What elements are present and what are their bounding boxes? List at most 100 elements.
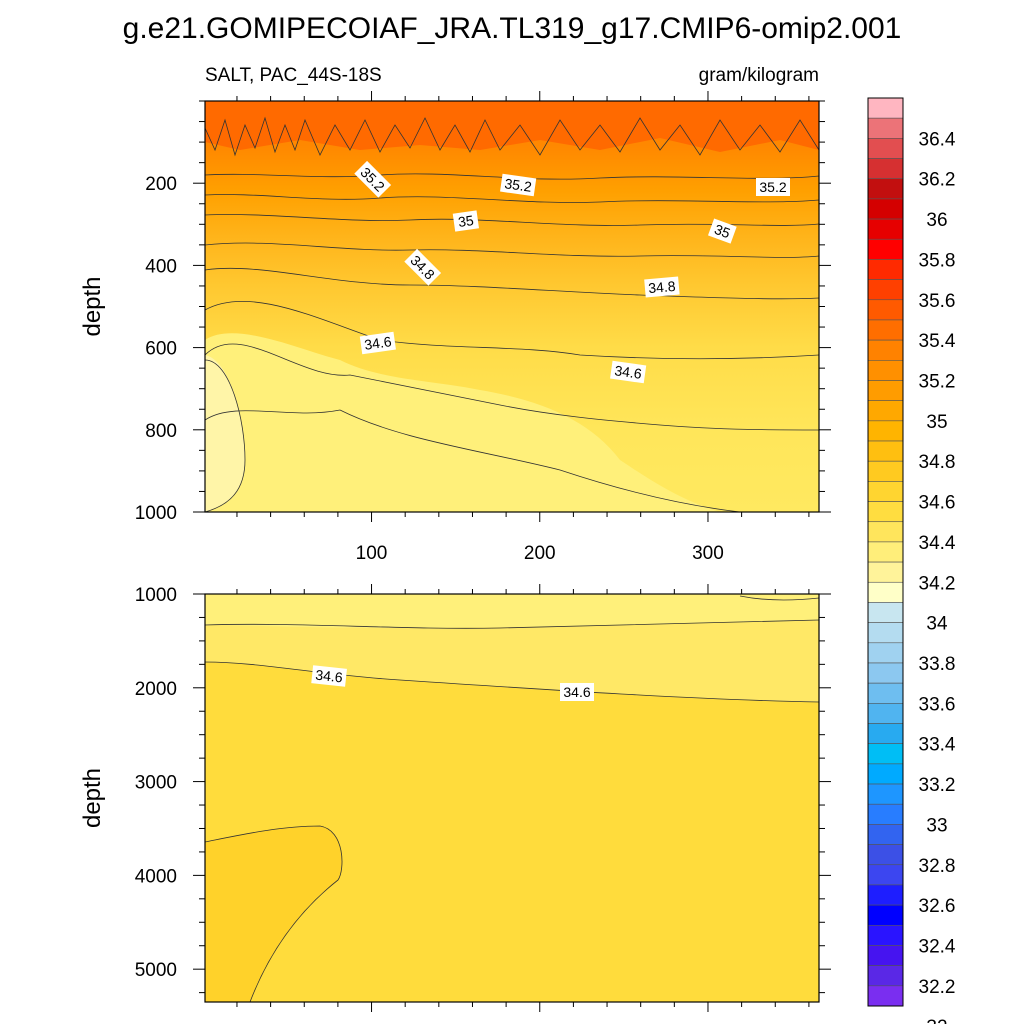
colorbar-box <box>867 380 904 401</box>
colorbar-label: 33.8 <box>919 654 956 675</box>
colorbar-label: 32.6 <box>919 896 956 917</box>
colorbar-frame <box>867 97 904 1007</box>
colorbar-box <box>867 138 904 159</box>
colorbar-box <box>867 803 904 825</box>
colorbar-box <box>867 783 904 805</box>
upper-axes: 100 200 300 200 400 600 800 1000 depth <box>79 91 831 564</box>
y-tick-label: 3000 <box>135 773 177 794</box>
colorbar-box <box>867 501 904 523</box>
colorbar-box <box>867 259 904 280</box>
colorbar-label: 32.8 <box>919 856 956 877</box>
colorbar-label: 33 <box>926 815 947 836</box>
colorbar-box <box>867 178 904 200</box>
colorbar-box <box>867 743 904 765</box>
colorbar-box <box>867 824 904 845</box>
lower-contours <box>205 595 819 1002</box>
y-axis-label: depth <box>79 276 106 336</box>
contour-label: 35.2 <box>504 175 533 195</box>
colorbar-box <box>867 884 904 906</box>
colorbar-box <box>867 279 904 301</box>
variable-region-label: SALT, PAC_44S-18S <box>205 65 382 86</box>
figure-title: g.e21.GOMIPECOIAF_JRA.TL319_g17.CMIP6-om… <box>123 12 902 45</box>
units-label: gram/kilogram <box>699 65 819 86</box>
colorbar-box <box>867 238 904 260</box>
y-tick-label: 1000 <box>135 585 177 606</box>
y-tick-label: 5000 <box>135 960 177 981</box>
colorbar-label: 34.6 <box>919 493 956 514</box>
colorbar-box <box>867 218 904 240</box>
colorbar-label: 33.4 <box>919 735 956 756</box>
contour-label: 34.6 <box>315 667 344 686</box>
colorbar-box <box>867 420 904 442</box>
contour-label: 35.2 <box>759 179 786 195</box>
upper-panel: 35.2 35.2 35.2 35 35 34.8 34.8 34.6 34.6… <box>79 91 831 564</box>
colorbar-label: 35.6 <box>919 291 956 312</box>
upper-fresh-tongue <box>205 333 720 512</box>
contour-label: 34.6 <box>363 333 392 353</box>
lower-top-band <box>205 594 819 628</box>
upper-surface-band <box>205 101 819 152</box>
x-tick-label: 100 <box>356 543 388 564</box>
x-tick-label: 200 <box>524 543 556 564</box>
colorbar-box <box>867 642 904 664</box>
colorbar-box <box>867 521 904 543</box>
lower-contour-labels: 34.6 34.6 <box>311 665 594 701</box>
colorbar-label: 35.4 <box>919 331 956 352</box>
colorbar-box <box>867 723 904 744</box>
upper-contours <box>205 116 819 512</box>
colorbar-box <box>867 319 904 341</box>
colorbar-box <box>867 965 904 987</box>
colorbar-box <box>867 561 904 583</box>
y-tick-label: 800 <box>145 421 177 442</box>
colorbar-box <box>867 924 904 946</box>
colorbar-label: 34 <box>926 614 948 635</box>
colorbar-label: 35 <box>926 412 947 433</box>
colorbar-box <box>867 400 904 422</box>
contour-label: 34.6 <box>614 362 643 382</box>
y-tick-label: 1000 <box>135 503 177 524</box>
colorbar-box <box>867 299 904 321</box>
colorbar-box <box>867 581 904 603</box>
upper-fresh-core <box>205 355 245 512</box>
colorbar-label: 34.8 <box>919 452 956 473</box>
colorbar-box <box>867 360 904 381</box>
y-tick-label: 4000 <box>135 866 177 887</box>
colorbar-box <box>867 198 904 220</box>
colorbar-label: 36 <box>926 210 947 231</box>
colorbar-label: 35.2 <box>919 371 956 392</box>
contour-label: 34.6 <box>563 684 590 700</box>
colorbar-box <box>867 844 904 866</box>
contour-label: 35 <box>712 221 732 241</box>
contour-label: 34.8 <box>648 278 677 296</box>
colorbar-box <box>867 682 904 704</box>
contour-label: 35 <box>457 212 475 230</box>
colorbar-box <box>867 703 904 724</box>
colorbar-box <box>867 339 904 361</box>
colorbar-label: 36.4 <box>919 129 956 150</box>
colorbar-label: 34.4 <box>919 533 956 554</box>
colorbar-box <box>867 117 904 139</box>
y-tick-label: 2000 <box>135 679 177 700</box>
colorbar-box <box>867 904 904 926</box>
colorbar-box <box>867 541 904 563</box>
y-tick-label: 200 <box>145 174 177 195</box>
colorbar-label: 32 <box>926 1017 947 1024</box>
colorbar-box <box>867 481 904 502</box>
lower-axes: 1000 2000 3000 4000 5000 depth <box>79 584 831 1012</box>
y-tick-label: 600 <box>145 339 177 360</box>
y-axis-label: depth <box>79 768 106 828</box>
colorbar-box <box>867 662 904 684</box>
colorbar-box <box>867 864 904 886</box>
colorbar-box <box>867 763 904 785</box>
colorbar-label: 33.6 <box>919 694 956 715</box>
colorbar-label: 34.2 <box>919 573 956 594</box>
lower-frame <box>204 593 820 1003</box>
colorbar-label: 35.8 <box>919 250 956 271</box>
colorbar-box <box>867 460 904 482</box>
colorbar-box <box>867 440 904 462</box>
colorbar-box <box>867 945 904 966</box>
y-tick-label: 400 <box>145 256 177 277</box>
x-tick-label: 300 <box>692 543 724 564</box>
colorbar-box <box>867 985 904 1007</box>
